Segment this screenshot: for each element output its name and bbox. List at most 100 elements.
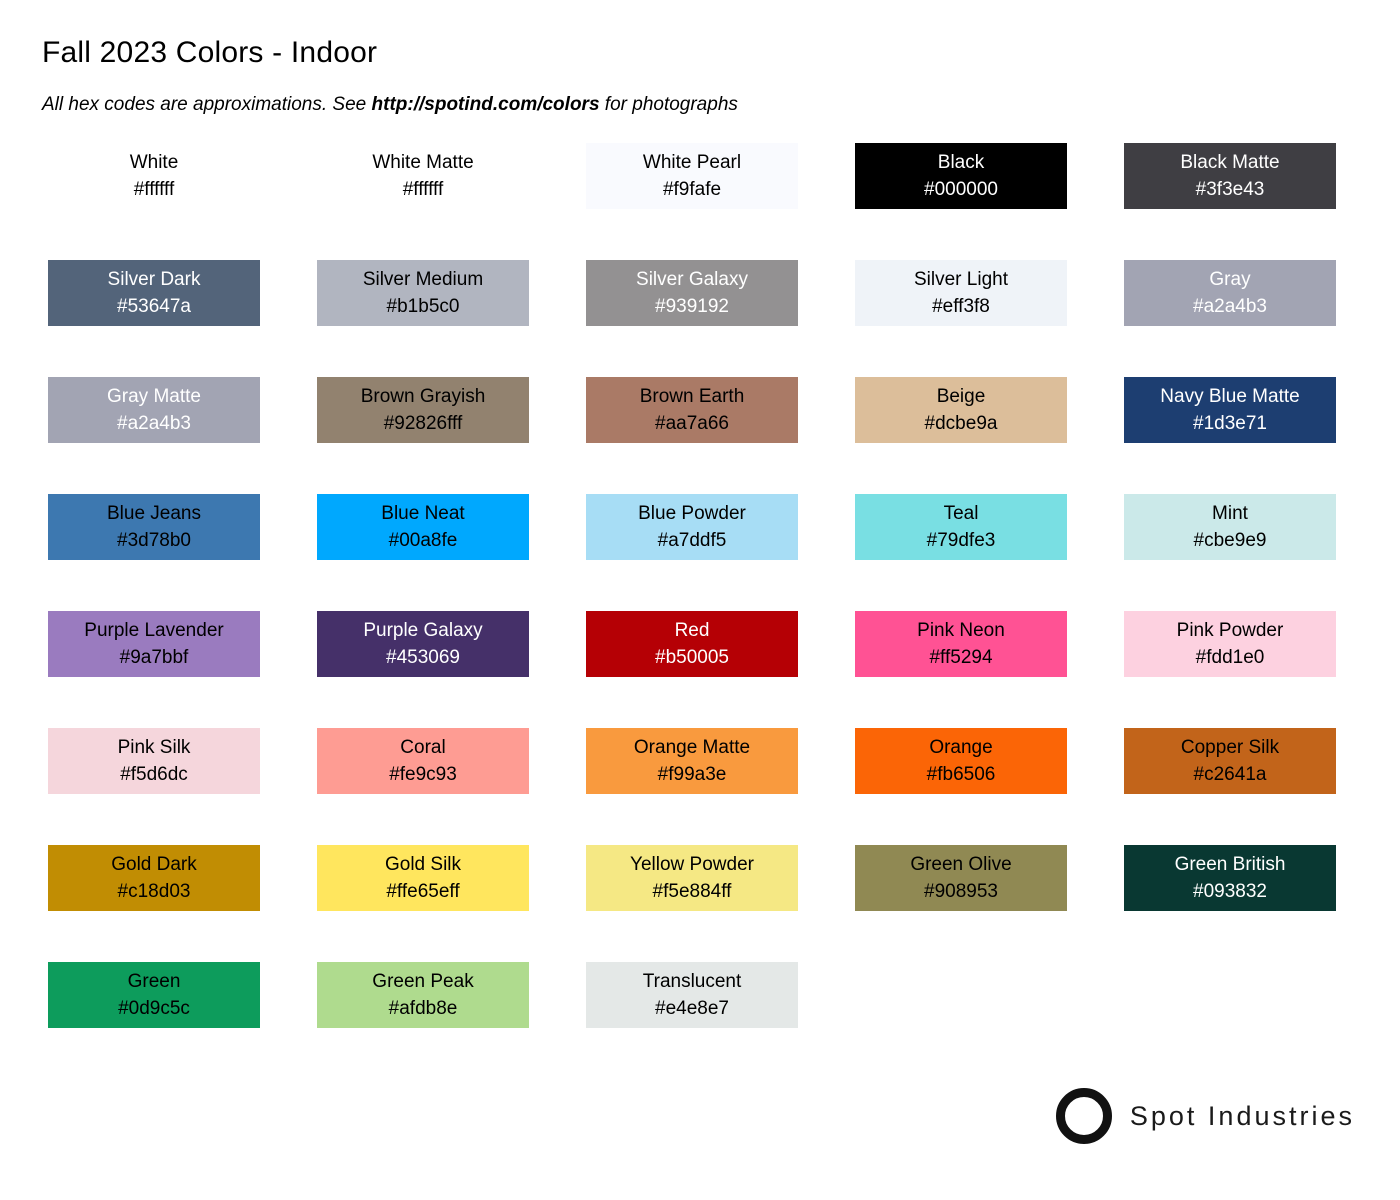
swatch-name: Navy Blue Matte <box>1160 386 1300 407</box>
swatch-hex-code: #093832 <box>1193 881 1267 902</box>
swatch-hex-code: #aa7a66 <box>655 413 729 434</box>
color-swatch: Gold Dark #c18d03 <box>48 845 260 911</box>
swatch-hex-code: #1d3e71 <box>1193 413 1267 434</box>
swatch-name: Mint <box>1212 503 1248 524</box>
swatch-hex-code: #9a7bbf <box>119 647 189 668</box>
swatch-hex-code: #f5d6dc <box>120 764 188 785</box>
swatch-name: Pink Powder <box>1176 620 1284 641</box>
color-swatch: White #ffffff <box>48 143 260 209</box>
swatch-hex-code: #79dfe3 <box>926 530 996 551</box>
color-swatch: Yellow Powder #f5e884ff <box>586 845 798 911</box>
swatch-hex-code: #b1b5c0 <box>386 296 460 317</box>
swatch-hex-code: #eff3f8 <box>932 296 990 317</box>
swatch-hex-code: #f5e884ff <box>652 881 732 902</box>
color-swatch: Green #0d9c5c <box>48 962 260 1028</box>
color-swatch: Red #b50005 <box>586 611 798 677</box>
color-swatch: Blue Jeans #3d78b0 <box>48 494 260 560</box>
colors-url-text: http://spotind.com/colors <box>371 94 600 115</box>
swatch-hex-code: #53647a <box>117 296 191 317</box>
color-swatch: Brown Grayish #92826fff <box>317 377 529 443</box>
swatch-name: Coral <box>400 737 446 758</box>
swatch-hex-code: #908953 <box>924 881 998 902</box>
swatch-name: Green <box>127 971 181 992</box>
swatch-name: Silver Dark <box>107 269 201 290</box>
color-swatch: Silver Light #eff3f8 <box>855 260 1067 326</box>
swatch-name: Gold Silk <box>384 854 462 875</box>
page-title: Fall 2023 Colors - Indoor <box>42 36 378 69</box>
swatch-name: Green Olive <box>910 854 1012 875</box>
swatch-name: Orange Matte <box>633 737 751 758</box>
subtitle-suffix: for photographs <box>599 94 738 115</box>
swatch-name: Black <box>937 152 985 173</box>
swatch-hex-code: #b50005 <box>655 647 729 668</box>
color-swatch: Silver Dark #53647a <box>48 260 260 326</box>
swatch-hex-code: #3f3e43 <box>1195 179 1265 200</box>
swatch-hex-code: #0d9c5c <box>118 998 190 1019</box>
swatch-hex-code: #939192 <box>655 296 729 317</box>
swatch-name: Blue Jeans <box>106 503 201 524</box>
color-swatch: Gold Silk #ffe65eff <box>317 845 529 911</box>
color-swatch: Translucent #e4e8e7 <box>586 962 798 1028</box>
color-swatch: Gray #a2a4b3 <box>1124 260 1336 326</box>
color-swatch: Purple Lavender #9a7bbf <box>48 611 260 677</box>
swatch-hex-code: #92826fff <box>383 413 463 434</box>
color-swatch: Silver Galaxy #939192 <box>586 260 798 326</box>
swatch-name: Beige <box>936 386 986 407</box>
swatch-hex-code: #ff5294 <box>929 647 993 668</box>
color-swatch: Beige #dcbe9a <box>855 377 1067 443</box>
swatch-hex-code: #fb6506 <box>926 764 996 785</box>
swatch-name: Brown Earth <box>639 386 745 407</box>
swatch-hex-code: #ffe65eff <box>386 881 460 902</box>
circle-outline-icon <box>1055 1088 1112 1144</box>
color-swatch: Teal #79dfe3 <box>855 494 1067 560</box>
color-swatch: Blue Powder #a7ddf5 <box>586 494 798 560</box>
swatch-name: Green Peak <box>372 971 474 992</box>
swatch-name: Purple Lavender <box>84 620 224 641</box>
swatch-hex-code: #c2641a <box>1193 764 1267 785</box>
page-subtitle: All hex codes are approximations. See ht… <box>42 94 738 116</box>
subtitle-prefix: All hex codes are approximations. See <box>42 94 372 115</box>
color-swatch: White Pearl #f9fafe <box>586 143 798 209</box>
color-swatch: Brown Earth #aa7a66 <box>586 377 798 443</box>
color-swatch: Purple Galaxy #453069 <box>317 611 529 677</box>
swatch-hex-code: #e4e8e7 <box>655 998 729 1019</box>
swatch-name: Pink Silk <box>117 737 191 758</box>
swatch-name: Blue Neat <box>381 503 465 524</box>
color-swatch: Black #000000 <box>855 143 1067 209</box>
swatch-name: Green British <box>1174 854 1286 875</box>
swatch-hex-code: #a2a4b3 <box>117 413 191 434</box>
swatch-name: Teal <box>943 503 979 524</box>
swatch-hex-code: #f99a3e <box>657 764 727 785</box>
color-swatch: Navy Blue Matte #1d3e71 <box>1124 377 1336 443</box>
swatch-name: Silver Medium <box>362 269 484 290</box>
swatch-name: Yellow Powder <box>630 854 754 875</box>
swatch-name: Gray Matte <box>107 386 201 407</box>
swatch-name: Purple Galaxy <box>363 620 483 641</box>
color-swatch: Pink Powder #fdd1e0 <box>1124 611 1336 677</box>
swatch-hex-code: #cbe9e9 <box>1193 530 1267 551</box>
color-swatch: Silver Medium #b1b5c0 <box>317 260 529 326</box>
swatch-name: White <box>129 152 179 173</box>
color-swatch: Green Peak #afdb8e <box>317 962 529 1028</box>
swatch-name: Copper Silk <box>1180 737 1280 758</box>
swatch-hex-code: #ffffff <box>402 179 444 200</box>
swatch-hex-code: #fdd1e0 <box>1195 647 1265 668</box>
swatch-name: Blue Powder <box>638 503 746 524</box>
swatch-name: White Matte <box>372 152 474 173</box>
color-swatch: Pink Neon #ff5294 <box>855 611 1067 677</box>
brand-name: Spot Industries <box>1129 1100 1355 1131</box>
swatch-hex-code: #c18d03 <box>117 881 191 902</box>
brand-logo: Spot Industries <box>1055 1088 1355 1144</box>
color-swatch: Copper Silk #c2641a <box>1124 728 1336 794</box>
color-swatch: Orange Matte #f99a3e <box>586 728 798 794</box>
swatch-name: Gold Dark <box>111 854 197 875</box>
swatch-grid: White #ffffff White Matte #ffffff White Pear… <box>48 143 1336 1028</box>
swatch-name: Gray <box>1209 269 1251 290</box>
color-swatch: Pink Silk #f5d6dc <box>48 728 260 794</box>
swatch-name: Pink Neon <box>917 620 1005 641</box>
color-swatch: Mint #cbe9e9 <box>1124 494 1336 560</box>
swatch-name: Orange <box>929 737 993 758</box>
color-swatch: Gray Matte #a2a4b3 <box>48 377 260 443</box>
swatch-name: Silver Galaxy <box>636 269 748 290</box>
